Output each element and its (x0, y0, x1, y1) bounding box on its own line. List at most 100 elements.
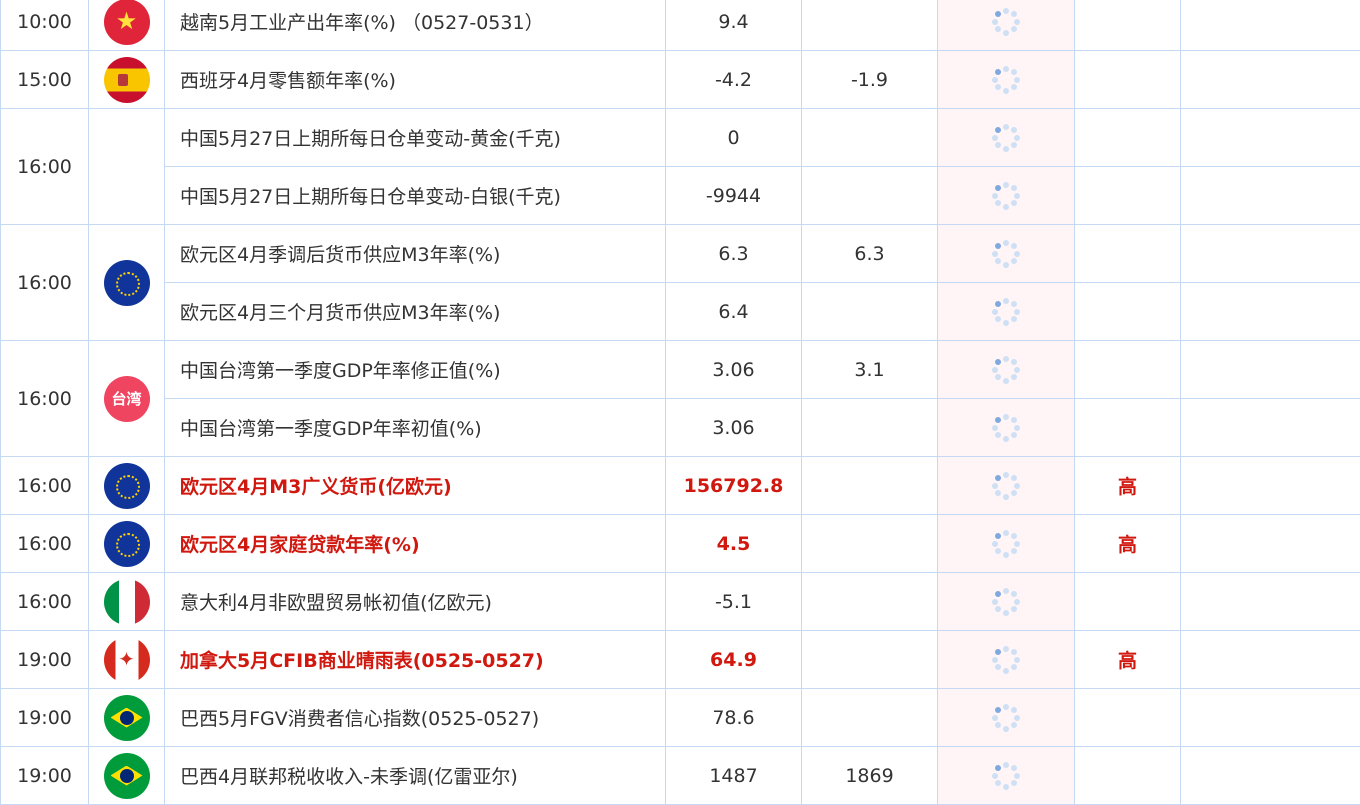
detail-cell (1181, 167, 1360, 225)
previous-value: -9944 (666, 167, 802, 225)
forecast-value: -1.9 (802, 51, 938, 109)
detail-cell (1181, 515, 1360, 573)
eu-flag-icon (89, 463, 164, 509)
event-name[interactable]: 欧元区4月季调后货币供应M3年率(%) (165, 225, 666, 283)
loading-spinner-icon (992, 704, 1020, 732)
event-name[interactable]: 中国5月27日上期所每日仓单变动-白银(千克) (165, 167, 666, 225)
time-cell: 19:00 (1, 631, 89, 689)
table-row[interactable]: 中国台湾第一季度GDP年率初值(%)3.06 (1, 399, 1360, 457)
previous-value: -5.1 (666, 573, 802, 631)
forecast-value: 1869 (802, 747, 938, 805)
event-name[interactable]: 欧元区4月家庭贷款年率(%) (165, 515, 666, 573)
forecast-value (802, 515, 938, 573)
event-name[interactable]: 越南5月工业产出年率(%) （0527-0531） (165, 0, 666, 51)
event-name[interactable]: 中国台湾第一季度GDP年率修正值(%) (165, 341, 666, 399)
actual-value (938, 515, 1075, 573)
loading-spinner-icon (992, 8, 1020, 36)
event-name[interactable]: 欧元区4月三个月货币供应M3年率(%) (165, 283, 666, 341)
loading-spinner-icon (992, 762, 1020, 790)
importance-badge (1075, 747, 1181, 805)
detail-cell (1181, 457, 1360, 515)
importance-badge (1075, 167, 1181, 225)
event-name[interactable]: 巴西5月FGV消费者信心指数(0525-0527) (165, 689, 666, 747)
forecast-value (802, 399, 938, 457)
event-name[interactable]: 欧元区4月M3广义货币(亿欧元) (165, 457, 666, 515)
previous-value: 156792.8 (666, 457, 802, 515)
previous-value: 9.4 (666, 0, 802, 51)
forecast-value (802, 109, 938, 167)
canada-flag-icon: ✦ (89, 637, 164, 683)
table-row[interactable]: 15:00 西班牙4月零售额年率(%)-4.2-1.9 (1, 51, 1360, 109)
detail-cell (1181, 225, 1360, 283)
actual-value (938, 457, 1075, 515)
time-cell: 15:00 (1, 51, 89, 109)
actual-value (938, 51, 1075, 109)
loading-spinner-icon (992, 240, 1020, 268)
actual-value (938, 0, 1075, 51)
detail-cell (1181, 747, 1360, 805)
importance-badge (1075, 109, 1181, 167)
loading-spinner-icon (992, 588, 1020, 616)
time-cell: 19:00 (1, 747, 89, 805)
country-flag-cell (89, 747, 165, 805)
taiwan-label-flag: 台湾 (104, 376, 150, 422)
country-flag-cell: ✦ (89, 631, 165, 689)
previous-value: 64.9 (666, 631, 802, 689)
time-cell: 16:00 (1, 109, 89, 225)
importance-badge (1075, 0, 1181, 51)
previous-value: 3.06 (666, 341, 802, 399)
table-row[interactable]: 欧元区4月三个月货币供应M3年率(%)6.4 (1, 283, 1360, 341)
previous-value: 3.06 (666, 399, 802, 457)
detail-cell (1181, 51, 1360, 109)
country-flag-cell (89, 457, 165, 515)
eu-flag-icon (89, 521, 164, 567)
event-name[interactable]: 意大利4月非欧盟贸易帐初值(亿欧元) (165, 573, 666, 631)
forecast-value: 3.1 (802, 341, 938, 399)
brazil-flag-icon (89, 753, 164, 799)
italy-flag-icon (89, 579, 164, 625)
event-name[interactable]: 加拿大5月CFIB商业晴雨表(0525-0527) (165, 631, 666, 689)
event-name[interactable]: 巴西4月联邦税收收入-未季调(亿雷亚尔) (165, 747, 666, 805)
country-flag-cell (89, 109, 165, 225)
detail-cell (1181, 399, 1360, 457)
loading-spinner-icon (992, 414, 1020, 442)
actual-value (938, 631, 1075, 689)
table-row[interactable]: 中国5月27日上期所每日仓单变动-白银(千克)-9944 (1, 167, 1360, 225)
previous-value: 4.5 (666, 515, 802, 573)
country-flag-cell (89, 573, 165, 631)
previous-value: -4.2 (666, 51, 802, 109)
spain-flag-icon (89, 57, 164, 103)
importance-badge (1075, 341, 1181, 399)
event-name[interactable]: 中国5月27日上期所每日仓单变动-黄金(千克) (165, 109, 666, 167)
country-flag-cell (89, 51, 165, 109)
forecast-value (802, 689, 938, 747)
loading-spinner-icon (992, 356, 1020, 384)
actual-value (938, 225, 1075, 283)
eu-flag-icon (89, 260, 164, 306)
previous-value: 6.3 (666, 225, 802, 283)
loading-spinner-icon (992, 298, 1020, 326)
table-row[interactable]: 10:00★越南5月工业产出年率(%) （0527-0531）9.4 (1, 0, 1360, 51)
time-cell: 16:00 (1, 457, 89, 515)
actual-value (938, 747, 1075, 805)
forecast-value (802, 573, 938, 631)
previous-value: 78.6 (666, 689, 802, 747)
detail-cell (1181, 109, 1360, 167)
event-name[interactable]: 西班牙4月零售额年率(%) (165, 51, 666, 109)
loading-spinner-icon (992, 124, 1020, 152)
detail-cell (1181, 573, 1360, 631)
event-name[interactable]: 中国台湾第一季度GDP年率初值(%) (165, 399, 666, 457)
time-cell: 16:00 (1, 225, 89, 341)
detail-cell (1181, 283, 1360, 341)
country-flag-cell (89, 515, 165, 573)
